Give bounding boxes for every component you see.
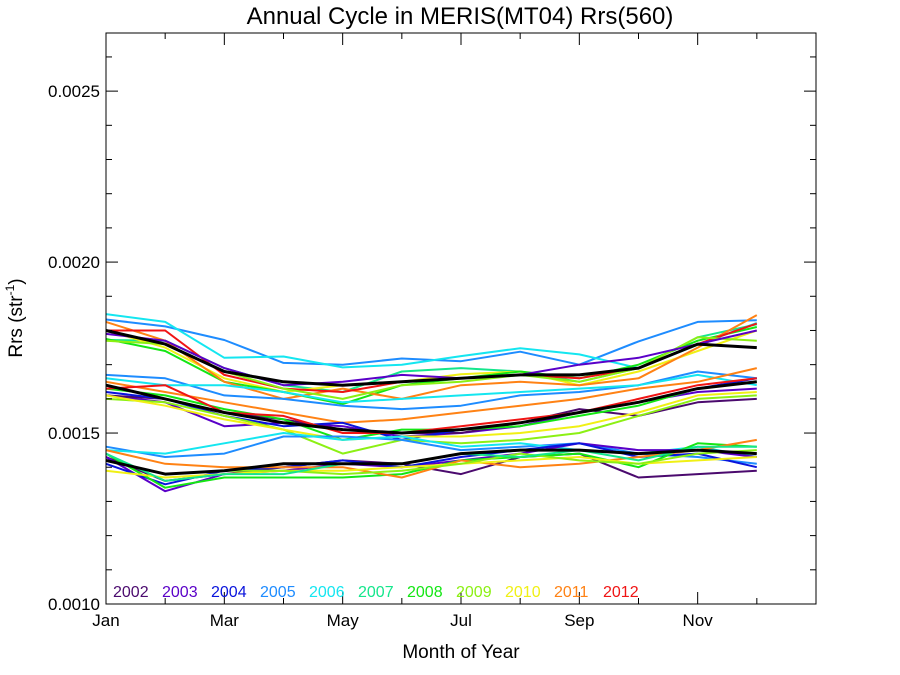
y-axis-label-close: ) bbox=[6, 278, 27, 284]
y-axis-label: Rrs (str-1) bbox=[3, 278, 27, 357]
series-line bbox=[105, 373, 757, 404]
legend-item-2005: 2005 bbox=[260, 584, 296, 601]
series-line bbox=[105, 314, 758, 400]
x-tick-label: Sep bbox=[564, 611, 594, 630]
legend-item-2003: 2003 bbox=[162, 584, 198, 601]
series-line bbox=[105, 329, 758, 387]
legend-item-2011: 2011 bbox=[554, 584, 589, 601]
x-tick-label: Mar bbox=[210, 611, 240, 630]
legend-item-2004: 2004 bbox=[211, 584, 247, 601]
legend-item-2007: 2007 bbox=[358, 584, 394, 601]
series-line bbox=[105, 438, 757, 479]
legend: 2002 2003 2004 2005 2006 2007 2008 2009 2010 2011… bbox=[113, 584, 639, 601]
series-line bbox=[105, 329, 757, 387]
y-tick-label: 0.0020 bbox=[48, 253, 100, 272]
legend-item-2012: 2012 bbox=[603, 584, 639, 601]
series-layer bbox=[105, 313, 758, 493]
y-axis-label-main: Rrs (str bbox=[6, 295, 27, 358]
series-line bbox=[105, 442, 757, 493]
series-line bbox=[105, 448, 757, 476]
x-tick-label: Nov bbox=[683, 611, 714, 630]
y-tick-label: 0.0010 bbox=[48, 595, 100, 614]
x-tick-label: May bbox=[327, 611, 360, 630]
legend-item-2002: 2002 bbox=[113, 584, 149, 601]
x-tick-label: Jan bbox=[92, 611, 119, 630]
x-tick-label: Jul bbox=[450, 611, 472, 630]
series-line bbox=[105, 329, 758, 393]
y-tick-label: 0.0025 bbox=[48, 82, 100, 101]
legend-item-2006: 2006 bbox=[309, 584, 345, 601]
series-line bbox=[105, 391, 757, 441]
plot-frame bbox=[105, 32, 817, 605]
legend-item-2010: 2010 bbox=[505, 584, 541, 601]
series-line bbox=[105, 377, 757, 434]
legend-item-2009: 2009 bbox=[456, 584, 492, 601]
y-axis-label-superscript: -1 bbox=[3, 284, 17, 295]
series-line bbox=[105, 367, 758, 424]
series-line bbox=[105, 380, 757, 435]
y-tick-label: 0.0015 bbox=[48, 424, 100, 443]
ticks-layer: Jan Mar May Jul Sep Nov 0.0010 0.0015 0.0020 0.00… bbox=[48, 33, 817, 630]
svg-text:Rrs (str-1): Rrs (str-1) bbox=[3, 278, 27, 357]
chart-title: Annual Cycle in MERIS(MT04) Rrs(560) bbox=[247, 3, 674, 30]
legend-item-2008: 2008 bbox=[407, 584, 443, 601]
x-axis-label: Month of Year bbox=[402, 642, 520, 663]
series-line bbox=[105, 326, 758, 405]
